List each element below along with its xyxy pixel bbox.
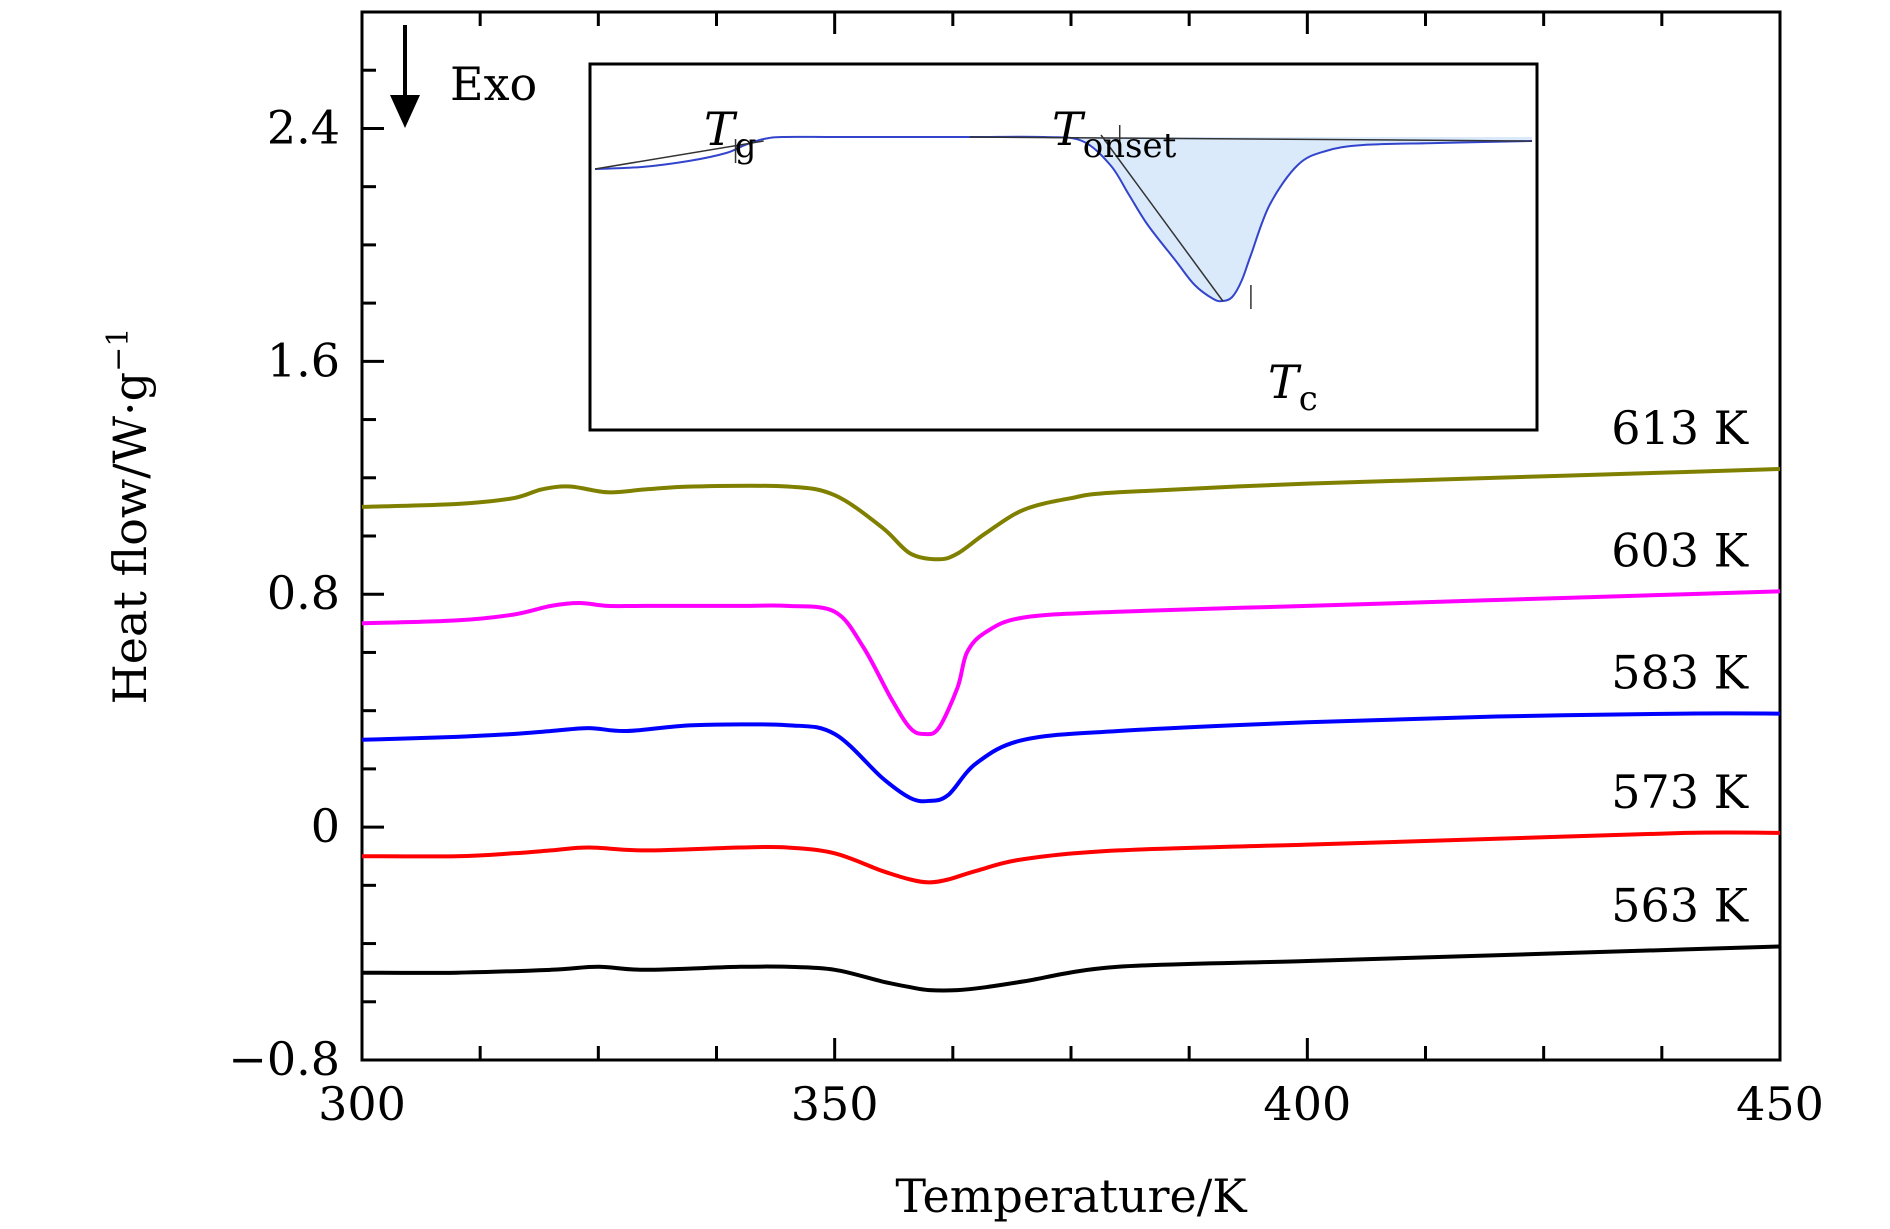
inset-label-tonset-subscript: onset <box>1083 126 1177 166</box>
y-tick-label: −0.8 <box>228 1032 340 1086</box>
series-line-603-k <box>361 589 1781 737</box>
x-axis-title: Temperature/K <box>895 1169 1248 1223</box>
y-tick-label: 1.6 <box>267 333 340 387</box>
series-layer <box>361 467 1781 993</box>
inset-baseline <box>969 136 1533 142</box>
series-label-573-k: 573 K <box>1611 765 1749 819</box>
inset-frame <box>588 62 1539 432</box>
inset-curve <box>594 135 1533 303</box>
y-tick-label: 0.8 <box>267 566 340 620</box>
labels-layer: Exo 613 K 603 K 583 K 573 K 563 K <box>390 25 1750 932</box>
series-line-583-k <box>361 711 1781 804</box>
series-label-563-k: 563 K <box>1611 878 1749 932</box>
x-tick-label: 350 <box>791 1077 879 1131</box>
series-label-583-k: 583 K <box>1611 646 1749 700</box>
series-line-613-k <box>361 467 1781 562</box>
exo-arrow-icon <box>390 95 420 128</box>
inset-tangent-onset <box>1100 134 1224 302</box>
exo-label: Exo <box>450 57 537 111</box>
inset-label-tc-subscript: c <box>1299 379 1318 419</box>
inset-label-tg-subscript: g <box>735 126 757 166</box>
series-label-603-k: 603 K <box>1611 523 1749 577</box>
x-tick-label: 300 <box>318 1077 406 1131</box>
series-line-573-k <box>361 830 1781 885</box>
y-axis-title-superscript: −1 <box>101 328 136 372</box>
y-tick-label: 0 <box>311 799 340 853</box>
y-axis-title: Heat flow/W·g−1 <box>101 328 157 705</box>
x-tick-label: 400 <box>1263 1077 1351 1131</box>
inset-peak-fill <box>1044 137 1532 302</box>
series-line-563-k <box>361 944 1781 993</box>
axes-layer: 300 350 400 450 −0.8 0 0.8 1.6 2.4 Temperature/K H… <box>101 10 1824 1223</box>
series-label-613-k: 613 K <box>1611 401 1749 455</box>
y-tick-label: 2.4 <box>267 100 340 154</box>
x-tick-label: 450 <box>1736 1077 1824 1131</box>
